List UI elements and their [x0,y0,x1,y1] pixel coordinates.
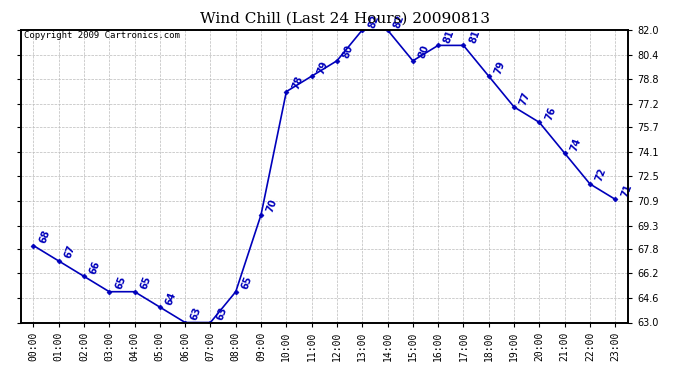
Text: Wind Chill (Last 24 Hours) 20090813: Wind Chill (Last 24 Hours) 20090813 [200,11,490,25]
Text: 82: 82 [392,13,406,29]
Text: 77: 77 [518,90,532,106]
Text: 81: 81 [442,28,456,45]
Text: 71: 71 [620,183,633,199]
Text: 79: 79 [316,59,330,75]
Text: 65: 65 [240,275,254,291]
Text: 70: 70 [265,198,279,214]
Text: 67: 67 [63,244,77,260]
Text: 64: 64 [164,290,178,306]
Text: 82: 82 [366,13,380,29]
Text: 80: 80 [341,44,355,60]
Text: 63: 63 [215,306,228,322]
Text: 72: 72 [594,167,608,183]
Text: 79: 79 [493,59,507,75]
Text: 81: 81 [468,28,482,45]
Text: Copyright 2009 Cartronics.com: Copyright 2009 Cartronics.com [23,32,179,40]
Text: 65: 65 [113,275,128,291]
Text: 63: 63 [189,306,204,322]
Text: 74: 74 [569,136,583,152]
Text: 76: 76 [544,105,558,122]
Text: 80: 80 [417,44,431,60]
Text: 66: 66 [88,260,102,276]
Text: 78: 78 [290,75,304,91]
Text: 65: 65 [139,275,152,291]
Text: 68: 68 [37,228,52,245]
